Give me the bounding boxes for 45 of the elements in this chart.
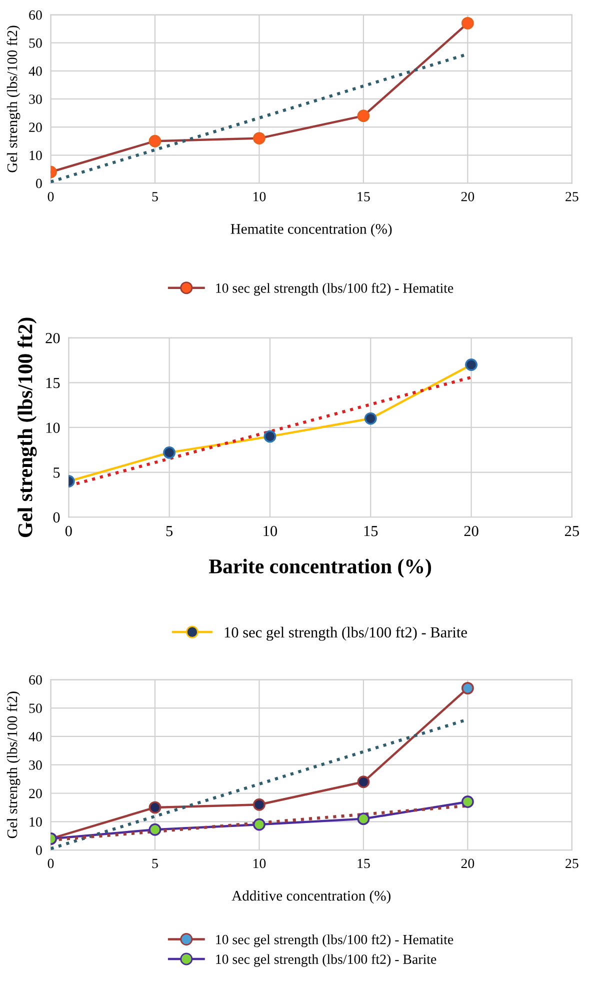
x-tick-label: 20 [461,192,474,202]
y-tick-label: 10 [46,422,60,433]
y-tick-label: 20 [29,788,42,798]
x-tick-label: 20 [464,526,478,536]
x-tick-label: 5 [152,858,158,868]
legend-label: 10 sec gel strength (lbs/100 ft2) - Barite [224,626,467,641]
x-tick-label: 5 [152,192,158,202]
y-tick-label: 20 [29,122,42,132]
y-tick-label: 30 [29,94,42,104]
x-tick-label: 15 [358,858,370,868]
y-tick-label: 30 [29,760,42,770]
y-axis-title: Gel strength (lbs/100 ft2) [6,692,20,838]
x-axis-title: Additive concentration (%) [232,890,390,904]
x-axis-title: Barite concentration (%) [208,558,432,578]
y-tick-label: 40 [28,732,42,742]
y-tick-label: 60 [29,675,42,685]
legend-label: 10 sec gel strength (lbs/100 ft2) - Hematite [216,282,454,296]
x-tick-label: 20 [461,858,474,868]
legend-label: 10 sec gel strength (lbs/100 ft2) - Barite [216,954,436,967]
x-tick-label: 5 [166,526,173,536]
y-tick-label: 50 [29,38,42,48]
y-tick-label: 5 [54,468,60,478]
y-axis-title: Gel strength (lbs/100 ft2) [17,318,37,538]
x-tick-label: 10 [264,526,278,536]
y-tick-label: 15 [46,378,60,388]
x-tick-label: 15 [364,526,378,536]
y-tick-label: 0 [36,178,42,188]
x-tick-label: 25 [564,526,579,536]
y-tick-label: 10 [30,150,42,160]
y-tick-label: 20 [46,332,60,344]
y-tick-label: 50 [29,704,42,714]
y-tick-label: 60 [29,10,42,20]
x-tick-label: 15 [358,192,370,202]
x-tick-label: 25 [566,858,578,868]
y-tick-label: 0 [36,846,42,856]
x-tick-label: 10 [253,858,266,868]
y-tick-label: 40 [28,66,42,76]
x-tick-label: 10 [253,192,266,202]
x-axis-title: Hematite concentration (%) [230,224,392,237]
y-axis-title: Gel strength (lbs/100 ft2) [6,26,20,172]
y-tick-label: 10 [30,817,42,827]
y-tick-label: 0 [53,512,60,523]
x-tick-label: 0 [65,526,72,536]
legend-label: 10 sec gel strength (lbs/100 ft2) - Hematite [216,934,454,948]
x-tick-label: 25 [566,192,578,202]
